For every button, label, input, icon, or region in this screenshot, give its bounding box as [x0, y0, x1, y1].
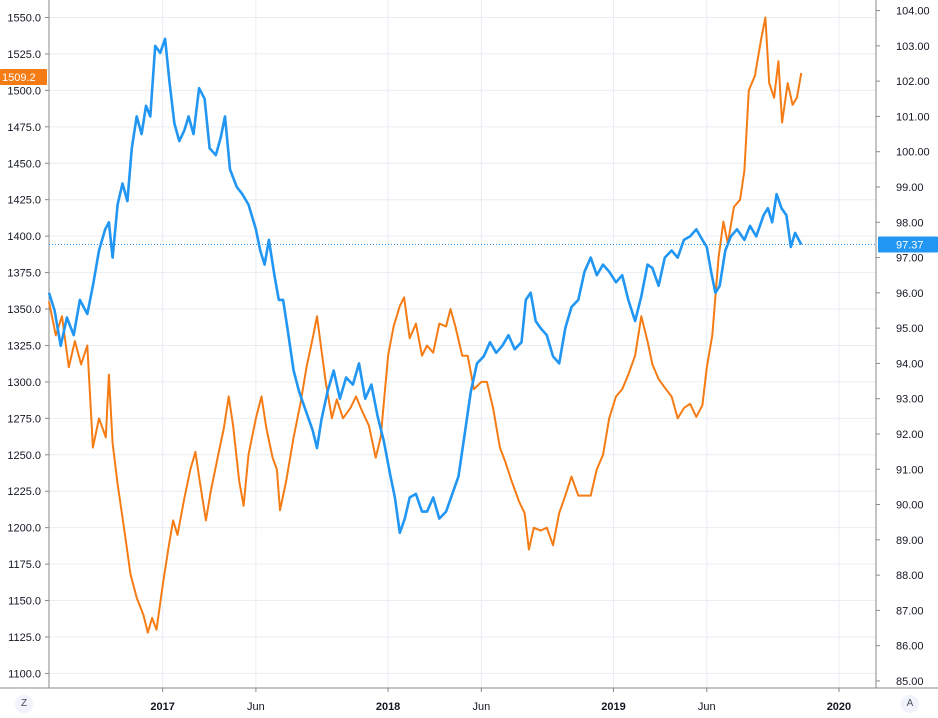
- x-tick-label: Jun: [698, 701, 716, 713]
- left-tick-label: 1425.0: [7, 195, 41, 207]
- right-tick-label: 96.00: [896, 288, 924, 300]
- right-tick-label: 101.00: [896, 111, 930, 123]
- left-tick-label: 1500.0: [7, 85, 41, 97]
- right-tick-label: 86.00: [896, 641, 924, 653]
- x-tick-label: 2018: [376, 701, 400, 713]
- right-tick-label: 87.00: [896, 605, 924, 617]
- right-tick-label: 88.00: [896, 570, 924, 582]
- right-tick-label: 103.00: [896, 41, 930, 53]
- x-tick-label: 2017: [150, 701, 174, 713]
- right-tick-label: 95.00: [896, 323, 924, 335]
- right-tick-label: 91.00: [896, 464, 924, 476]
- left-tick-label: 1325.0: [7, 340, 41, 352]
- left-tick-label: 1275.0: [7, 413, 41, 425]
- left-tick-label: 1250.0: [7, 450, 41, 462]
- left-tick-label: 1375.0: [7, 268, 41, 280]
- right-tick-label: 94.00: [896, 358, 924, 370]
- right-tick-label: 89.00: [896, 535, 924, 547]
- right-tick-label: 97.00: [896, 253, 924, 265]
- left-tick-label: 1225.0: [7, 486, 41, 498]
- left-tick-label: 1175.0: [8, 559, 41, 571]
- auto-scale-button[interactable]: A: [901, 695, 919, 713]
- right-tick-label: 93.00: [896, 394, 924, 406]
- left-tick-label: 1400.0: [7, 231, 41, 243]
- last-value-badge-right: [878, 236, 938, 253]
- last-value-badge-right-text: 97.37: [896, 240, 924, 252]
- x-tick-label: Jun: [472, 701, 490, 713]
- series-line-right-axis: [47, 37, 803, 535]
- left-tick-label: 1200.0: [7, 523, 41, 535]
- left-tick-label: 1100.0: [8, 668, 41, 680]
- left-tick-label: 1125.0: [8, 632, 41, 644]
- left-tick-label: 1300.0: [7, 377, 41, 389]
- right-tick-label: 102.00: [896, 76, 930, 88]
- right-tick-label: 104.00: [896, 6, 930, 18]
- right-tick-label: 90.00: [896, 500, 924, 512]
- left-tick-label: 1350.0: [7, 304, 41, 316]
- right-tick-label: 98.00: [896, 217, 924, 229]
- x-tick-label: 2019: [601, 701, 625, 713]
- x-tick-label: Jun: [247, 701, 265, 713]
- zoom-toggle-button[interactable]: Z: [15, 695, 33, 713]
- left-tick-label: 1475.0: [7, 122, 41, 134]
- right-tick-label: 85.00: [896, 676, 924, 688]
- left-tick-label: 1550.0: [7, 12, 41, 24]
- left-tick-label: 1525.0: [7, 49, 41, 61]
- series-line-left-axis: [48, 16, 803, 634]
- left-tick-label: 1150.0: [8, 596, 41, 608]
- right-tick-label: 99.00: [896, 182, 924, 194]
- right-tick-label: 100.00: [896, 147, 930, 159]
- last-value-badge-left: [0, 68, 47, 85]
- left-tick-label: 1450.0: [7, 158, 41, 170]
- right-tick-label: 92.00: [896, 429, 924, 441]
- last-value-badge-left-text: 1509.2: [2, 72, 36, 84]
- x-tick-label: 2020: [827, 701, 851, 713]
